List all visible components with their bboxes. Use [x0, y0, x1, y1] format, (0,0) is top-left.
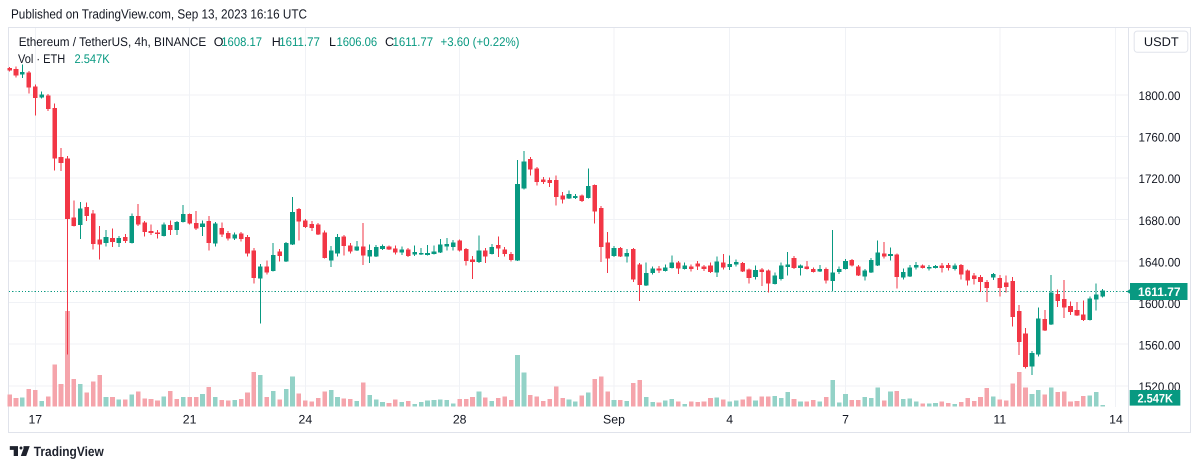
svg-text:Sep: Sep	[603, 412, 625, 426]
svg-text:4: 4	[726, 412, 733, 426]
svg-text:14: 14	[1109, 412, 1123, 426]
svg-text:1608.17: 1608.17	[221, 35, 262, 49]
svg-text:USDT: USDT	[1144, 35, 1179, 49]
svg-text:1611.77: 1611.77	[393, 35, 434, 49]
svg-text:1680.00: 1680.00	[1139, 214, 1181, 228]
svg-text:2.547K: 2.547K	[75, 52, 111, 66]
svg-text:Ethereum / TetherUS, 4h, BINAN: Ethereum / TetherUS, 4h, BINANCE	[19, 35, 207, 49]
svg-text:1611.77: 1611.77	[1138, 285, 1181, 299]
svg-text:1720.00: 1720.00	[1139, 172, 1181, 186]
svg-text:17: 17	[28, 412, 42, 426]
svg-text:1560.00: 1560.00	[1139, 338, 1181, 352]
svg-text:28: 28	[453, 412, 467, 426]
svg-text:11: 11	[993, 412, 1006, 426]
svg-text:C: C	[385, 35, 394, 49]
svg-text:7: 7	[842, 412, 849, 426]
svg-text:1600.00: 1600.00	[1139, 297, 1181, 311]
svg-text:24: 24	[299, 412, 313, 426]
svg-text:1606.06: 1606.06	[337, 35, 378, 49]
svg-text:H: H	[272, 35, 281, 49]
svg-text:2.547K: 2.547K	[1138, 391, 1174, 405]
svg-text:+3.60 (+0.22%): +3.60 (+0.22%)	[441, 35, 520, 49]
svg-text:1800.00: 1800.00	[1139, 89, 1181, 103]
svg-text:L: L	[329, 35, 336, 49]
svg-text:1611.77: 1611.77	[279, 35, 320, 49]
svg-text:Vol · ETH: Vol · ETH	[18, 52, 65, 66]
svg-text:21: 21	[183, 412, 197, 426]
svg-text:1640.00: 1640.00	[1139, 255, 1181, 269]
svg-text:TradingView: TradingView	[34, 444, 104, 459]
svg-text:O: O	[214, 35, 224, 49]
svg-text:1760.00: 1760.00	[1139, 131, 1181, 145]
svg-text:Published on TradingView.com,: Published on TradingView.com, Sep 13, 20…	[11, 7, 307, 22]
